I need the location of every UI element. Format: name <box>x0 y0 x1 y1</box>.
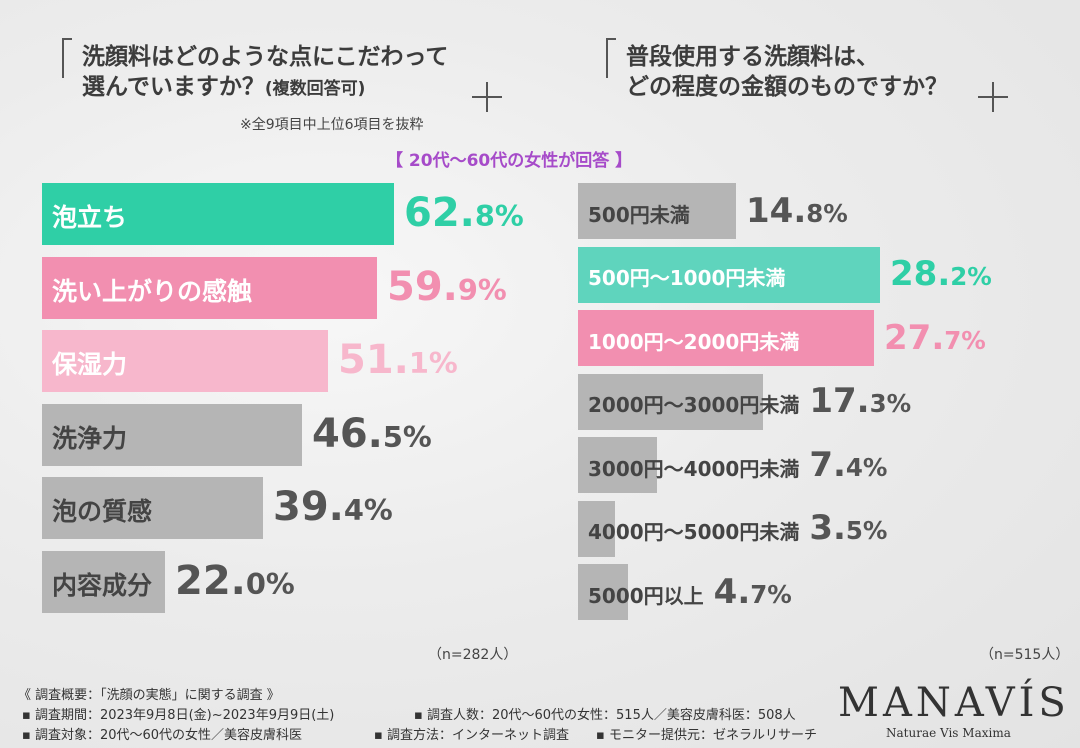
bar-label-2-1: 500円未満 <box>588 202 690 227</box>
bar-value-int: 4. <box>713 571 751 612</box>
bar-value-int: 28. <box>890 254 951 295</box>
bar-value-frac: 8% <box>474 199 524 233</box>
right-title-bracket <box>606 38 622 78</box>
right-sample-size: （n=515人） <box>980 647 1070 663</box>
bar-value-frac: 0% <box>245 566 295 601</box>
bar-label-1-5: 泡の質感 <box>52 497 153 527</box>
bar-value-frac: 8% <box>806 198 848 228</box>
bar-value-int: 14. <box>746 190 807 231</box>
bar-value-int: 39. <box>273 484 344 530</box>
survey-count: ▪ 調査人数：20代〜60代の女性：515人／美容皮膚科医：508人 <box>414 708 796 723</box>
bar-value-frac: 9% <box>457 272 507 307</box>
bar-value-frac: 4% <box>343 493 393 527</box>
bar-2-2 <box>578 246 880 303</box>
bar-2-6 <box>578 500 615 557</box>
bar-label-1-6: 内容成分 <box>52 570 153 600</box>
bar-value-1-2: 59.9% <box>387 264 507 310</box>
bar-2-5 <box>578 437 657 493</box>
bar-value-2-7: 4.7% <box>714 572 792 612</box>
bar-value-int: 62. <box>404 190 475 236</box>
left-title-cross <box>472 82 502 112</box>
left-note: ※全9項目中上位6項目を抜粋 <box>240 117 424 133</box>
bar-value-int: 46. <box>312 410 383 457</box>
bar-label-2-3: 1000円〜2000円未満 <box>588 329 800 354</box>
bar-value-2-2: 28.2% <box>890 254 992 294</box>
bar-value-frac: 1% <box>408 346 458 380</box>
left-title-bracket <box>62 38 78 78</box>
bar-label-1-3: 保湿力 <box>52 350 128 380</box>
right-question-title: 普段使用する洗顔料は、 どの程度の金額のものですか？ <box>626 44 948 100</box>
bar-value-2-1: 14.8% <box>746 191 848 231</box>
bar-1-2 <box>42 256 377 319</box>
bar-label-1-4: 洗浄力 <box>52 423 128 453</box>
bar-label-2-7: 5000円以上 <box>588 583 704 608</box>
bar-value-2-3: 27.7% <box>884 318 986 358</box>
bar-label-2-4: 2000円〜3000円未満 <box>588 393 800 417</box>
bar-1-4 <box>42 403 302 466</box>
bar-label-2-2: 500円〜1000円未満 <box>588 266 786 290</box>
right-title-cross <box>978 82 1008 112</box>
bar-value-1-3: 51.1% <box>338 337 458 383</box>
bar-2-7 <box>578 564 628 620</box>
bar-value-frac: 3% <box>869 389 912 419</box>
bar-value-2-4: 17.3% <box>809 381 911 421</box>
brand-tagline: Naturae Vis Maxima <box>886 726 1011 740</box>
bar-value-1-4: 46.5% <box>312 411 432 457</box>
respondent-subtitle: 【 20代〜60代の女性が回答 】 <box>386 151 633 171</box>
bar-value-int: 22. <box>175 557 246 604</box>
survey-period: ▪ 調査期間：2023年9月8日(金)~2023年9月9日(土) <box>22 708 335 723</box>
bar-value-frac: 2% <box>950 262 992 292</box>
bar-1-6 <box>42 550 165 613</box>
bar-label-1-2: 洗い上がりの感触 <box>52 276 253 306</box>
bar-2-3 <box>578 310 874 366</box>
bar-1-5 <box>42 477 263 539</box>
bar-value-int: 51. <box>338 337 409 383</box>
survey-heading: 《 調査概要：「洗顔の実態」に関する調査 》 <box>18 688 280 703</box>
bar-2-1 <box>578 183 736 239</box>
bar-value-1-1: 62.8% <box>404 190 524 236</box>
bar-value-int: 27. <box>884 317 945 358</box>
bar-label-1-1: 泡立ち <box>52 203 128 233</box>
bar-value-frac: 7% <box>944 325 986 355</box>
survey-method: ▪ 調査方法：インターネット調査 <box>374 728 569 743</box>
bar-value-1-6: 22.0% <box>175 558 295 604</box>
left-question-title: 洗顔料はどのような点にこだわって 選んでいますか？(複数回答可) <box>82 44 449 100</box>
bar-value-int: 59. <box>387 263 458 310</box>
bar-1-1 <box>42 183 394 245</box>
bar-value-frac: 4% <box>845 452 888 482</box>
bar-label-2-5: 3000円〜4000円未満 <box>588 456 800 481</box>
brand-logo: MANAVÍS <box>838 680 1070 726</box>
left-sample-size: （n=282人） <box>428 647 518 663</box>
bar-value-int: 17. <box>809 381 870 422</box>
bar-2-4 <box>578 373 763 430</box>
bar-value-frac: 7% <box>750 579 792 609</box>
bar-label-2-6: 4000円〜5000円未満 <box>588 520 800 544</box>
bar-value-2-5: 7.4% <box>809 445 887 485</box>
survey-target: ▪ 調査対象：20代〜60代の女性／美容皮膚科医 <box>22 728 303 743</box>
bar-value-int: 3. <box>809 508 846 549</box>
bar-value-int: 7. <box>809 444 846 485</box>
bar-1-3 <box>42 330 328 392</box>
bar-value-2-6: 3.5% <box>809 508 887 548</box>
bar-value-frac: 5% <box>845 516 888 546</box>
bar-value-1-5: 39.4% <box>273 484 393 530</box>
survey-provider: ▪ モニター提供元：ゼネラルリサーチ <box>596 728 817 743</box>
bar-value-frac: 5% <box>382 419 432 454</box>
